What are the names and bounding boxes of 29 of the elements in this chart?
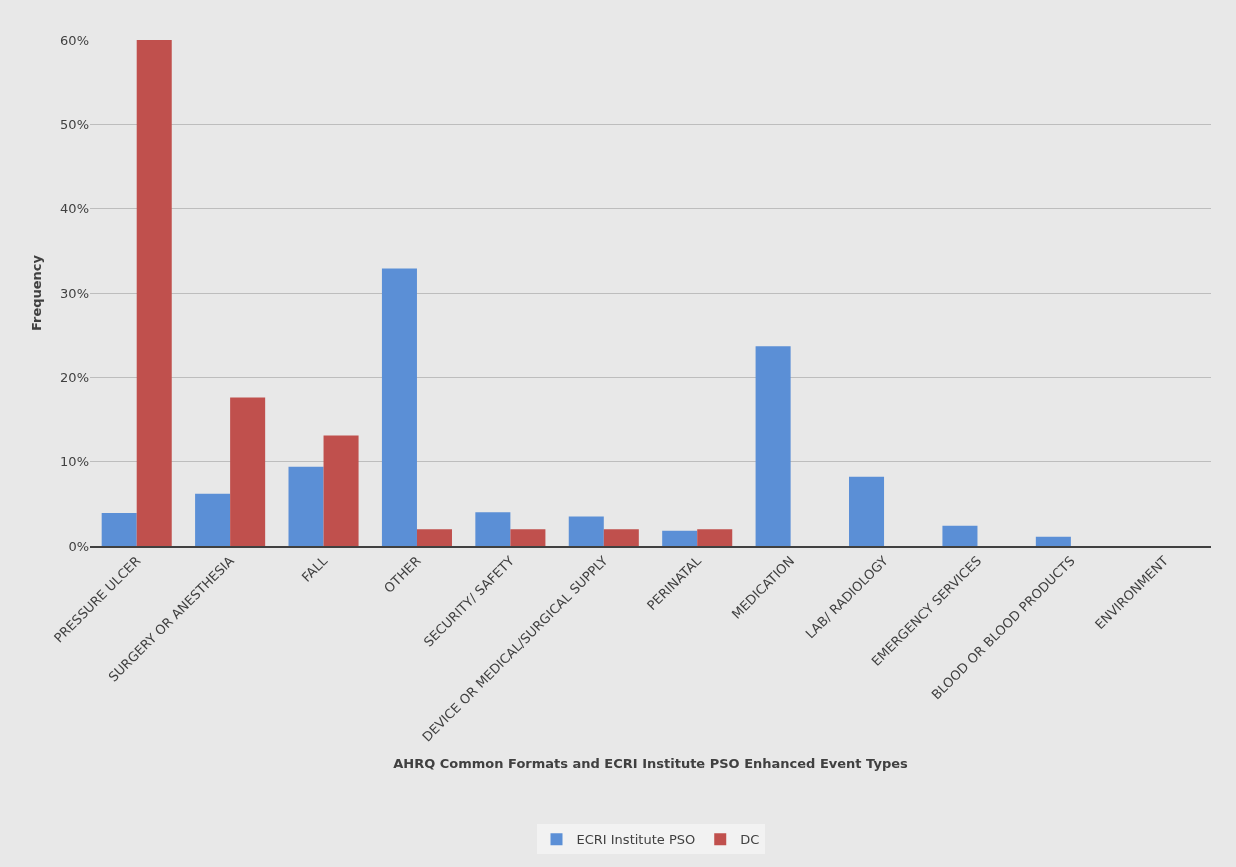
y-tick-label: 60% <box>60 32 89 48</box>
bar <box>510 529 546 546</box>
y-tick-label: 40% <box>60 201 89 217</box>
y-tick-label: 50% <box>60 116 89 132</box>
bar <box>101 513 137 546</box>
bar <box>136 40 172 546</box>
bar <box>230 397 266 546</box>
bar <box>323 435 359 546</box>
y-tick-label: 10% <box>60 454 89 470</box>
x-axis-title: AHRQ Common Formats and ECRI Institute PSO Enhanced Event Types <box>393 755 909 771</box>
bar <box>697 529 733 546</box>
bar <box>195 493 231 546</box>
bar <box>849 476 885 546</box>
y-axis-title: Frequency <box>29 254 45 332</box>
y-tick-label: 30% <box>60 285 89 301</box>
bar <box>568 516 604 546</box>
bar <box>942 525 978 546</box>
y-tick-label: 20% <box>60 369 89 385</box>
legend-label: DC <box>740 832 760 848</box>
bar <box>288 466 324 546</box>
bar <box>475 512 511 546</box>
bar <box>603 529 639 546</box>
y-tick-label: 0% <box>68 538 89 554</box>
bar <box>381 268 417 546</box>
bar <box>662 530 698 546</box>
legend-label: ECRI Institute PSO <box>576 832 696 848</box>
bar <box>755 346 791 546</box>
bar <box>1035 536 1071 546</box>
bar <box>416 529 452 546</box>
